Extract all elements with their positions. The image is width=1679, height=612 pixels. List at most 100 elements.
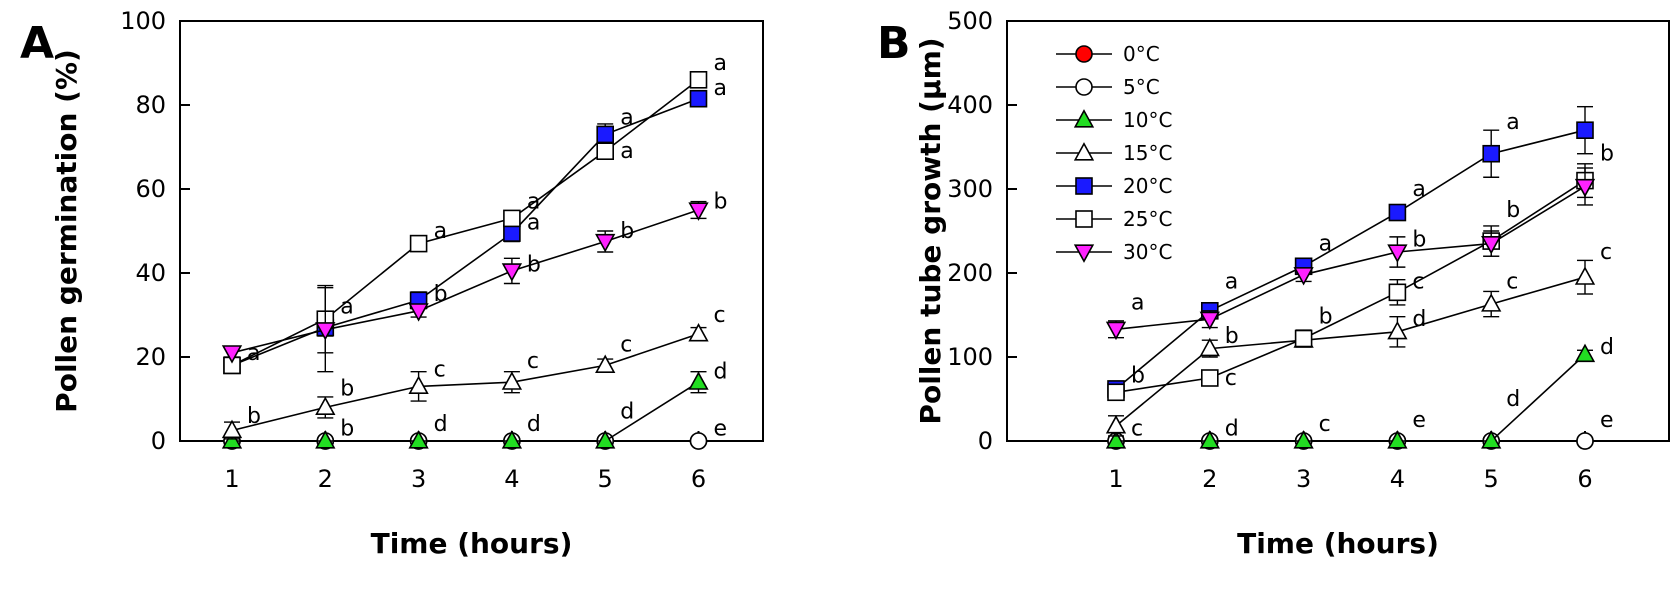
series-line bbox=[231, 209, 699, 354]
legend-marker bbox=[1073, 244, 1095, 263]
data-point bbox=[408, 303, 429, 322]
significance-letter: a bbox=[620, 139, 633, 164]
data-point bbox=[1387, 320, 1408, 340]
legend-item: 30°C bbox=[1056, 240, 1172, 264]
y-axis-title: Pollen tube growth (μm) bbox=[914, 37, 947, 424]
significance-letter: a bbox=[1412, 177, 1425, 202]
series-30°C bbox=[221, 200, 709, 373]
legend-item: 25°C bbox=[1056, 207, 1172, 231]
significance-letter: c bbox=[527, 349, 539, 374]
significance-letter: d bbox=[1600, 335, 1614, 360]
significance-letter: b bbox=[1412, 227, 1426, 252]
x-tick-label: 1 bbox=[1108, 465, 1123, 493]
legend-marker bbox=[1073, 142, 1095, 161]
significance-letter: a bbox=[340, 295, 353, 320]
significance-letter: d bbox=[1506, 387, 1520, 412]
data-point bbox=[1199, 337, 1220, 357]
data-point bbox=[409, 234, 428, 253]
significance-letter: a bbox=[1506, 110, 1519, 135]
significance-letter: b bbox=[1506, 198, 1520, 223]
y-tick-label: 300 bbox=[947, 175, 993, 203]
x-tick-label: 2 bbox=[1202, 465, 1217, 493]
data-point bbox=[1576, 121, 1594, 139]
y-tick-label: 500 bbox=[947, 7, 993, 35]
significance-letter: c bbox=[714, 303, 726, 328]
x-tick-label: 5 bbox=[598, 465, 613, 493]
data-point bbox=[1482, 144, 1500, 163]
legend-marker bbox=[1073, 109, 1095, 128]
data-point bbox=[501, 430, 523, 449]
data-point bbox=[1481, 430, 1502, 449]
x-tick-label: 4 bbox=[1390, 465, 1405, 493]
data-point bbox=[1388, 283, 1407, 302]
significance-letter: b bbox=[1319, 305, 1333, 330]
data-point bbox=[1199, 311, 1220, 331]
data-point bbox=[596, 142, 615, 160]
significance-letter: b bbox=[1131, 363, 1145, 388]
series-15°C bbox=[1105, 259, 1596, 437]
legend-label: 0°C bbox=[1123, 42, 1160, 66]
series-line bbox=[1115, 129, 1586, 390]
y-tick-label: 100 bbox=[947, 343, 993, 371]
significance-letter: a bbox=[620, 106, 633, 131]
y-tick-label: 60 bbox=[135, 175, 166, 203]
significance-letter: b bbox=[247, 404, 261, 429]
data-point bbox=[688, 371, 709, 390]
panel-letter: B bbox=[877, 18, 911, 69]
significance-letter: c bbox=[1506, 269, 1518, 294]
data-point bbox=[503, 209, 521, 228]
significance-letter: a bbox=[1225, 269, 1238, 294]
data-point bbox=[1107, 383, 1125, 402]
series-line bbox=[1116, 353, 1586, 442]
x-tick-label: 3 bbox=[411, 465, 426, 493]
x-axis-title: Time (hours) bbox=[371, 527, 573, 560]
significance-letter: c bbox=[1600, 240, 1612, 265]
significance-letter: c bbox=[1225, 366, 1237, 391]
significance-letter: c bbox=[1412, 269, 1424, 294]
significance-letter: a bbox=[527, 190, 540, 215]
data-point bbox=[688, 323, 709, 342]
data-point bbox=[689, 432, 708, 450]
y-tick-label: 0 bbox=[978, 427, 993, 455]
significance-letter: e bbox=[714, 416, 728, 441]
x-tick-label: 5 bbox=[1484, 465, 1499, 493]
data-point bbox=[1293, 267, 1314, 286]
data-point bbox=[408, 375, 429, 395]
legend-label: 10°C bbox=[1123, 108, 1172, 132]
y-tick-label: 200 bbox=[947, 259, 993, 287]
x-tick-label: 1 bbox=[224, 465, 239, 493]
series-line bbox=[1115, 276, 1586, 427]
series-line bbox=[231, 79, 699, 367]
data-point bbox=[1293, 430, 1314, 449]
significance-letter: b bbox=[1225, 324, 1239, 349]
series-line bbox=[232, 381, 699, 442]
data-point bbox=[1574, 178, 1596, 198]
data-point bbox=[595, 233, 616, 253]
series-line bbox=[1115, 179, 1586, 394]
significance-letter: e bbox=[1600, 408, 1614, 433]
series-10°C bbox=[1105, 343, 1596, 449]
significance-letter: c bbox=[620, 332, 632, 357]
significance-letter: c bbox=[1319, 412, 1331, 437]
plot-frame bbox=[1006, 20, 1670, 442]
legend: 0°C 5°C 10°C 15°C 20°C 25°C 30°C bbox=[1056, 42, 1172, 264]
significance-letter: b bbox=[340, 377, 354, 402]
legend-marker bbox=[1075, 78, 1093, 96]
significance-letter: d bbox=[434, 412, 448, 437]
data-point bbox=[503, 224, 521, 242]
chart-panel-A: A 0 20 40 60 80 100 1 2 3 4 5 6 Time (hours) Pollen ge… bbox=[20, 7, 764, 560]
data-point bbox=[1199, 430, 1220, 449]
data-point bbox=[1576, 432, 1594, 450]
significance-letter: a bbox=[714, 76, 727, 101]
significance-letter: c bbox=[434, 358, 446, 383]
significance-letter: d bbox=[620, 400, 634, 425]
data-point bbox=[689, 89, 708, 108]
data-point bbox=[1574, 343, 1596, 363]
data-point bbox=[1105, 430, 1127, 449]
legend-marker bbox=[1075, 45, 1093, 63]
significance-letter: a bbox=[527, 211, 540, 236]
legend-marker bbox=[1075, 177, 1093, 195]
y-axis-title: Pollen germination (%) bbox=[50, 49, 83, 413]
legend-item: 5°C bbox=[1056, 75, 1160, 99]
